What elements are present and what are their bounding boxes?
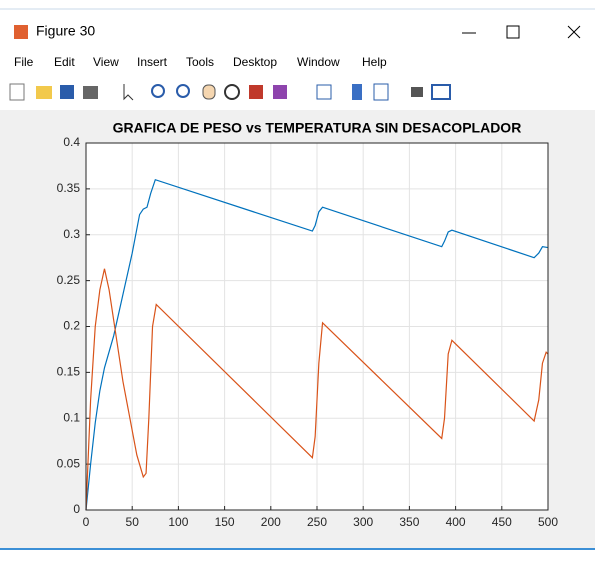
tool-colorbar[interactable] <box>352 84 362 100</box>
y-tick-label: 0.3 <box>63 227 80 241</box>
axes-box <box>85 142 549 511</box>
x-tick-label: 500 <box>538 515 558 529</box>
x-tick-label: 0 <box>83 515 90 529</box>
tool-zoom-in[interactable] <box>151 84 165 98</box>
menu-item[interactable]: Insert <box>137 55 168 69</box>
tool-legend[interactable] <box>373 83 389 101</box>
tool-print[interactable] <box>83 86 98 99</box>
window-title: Figure 30 <box>36 23 95 39</box>
menu-item[interactable]: View <box>93 55 119 69</box>
y-tick-label: 0.35 <box>57 181 81 195</box>
chart-title: GRAFICA DE PESO vs TEMPERATURA SIN DESAC… <box>113 120 522 136</box>
y-tick-label: 0 <box>73 502 80 516</box>
data-line <box>85 178 549 511</box>
tool-hide[interactable] <box>411 87 423 97</box>
menu-item[interactable]: Window <box>297 55 340 69</box>
tool-datatip[interactable] <box>249 85 263 99</box>
x-tick-label: 200 <box>261 515 281 529</box>
tool-new[interactable] <box>9 83 25 101</box>
tool-zoom-out[interactable] <box>176 84 190 98</box>
data-line <box>85 268 549 511</box>
tool-save[interactable] <box>60 85 74 99</box>
y-tick-label: 0.2 <box>63 319 80 333</box>
x-tick-label: 250 <box>307 515 327 529</box>
x-tick-label: 50 <box>126 515 140 529</box>
y-tick-label: 0.15 <box>57 365 81 379</box>
x-tick-label: 100 <box>168 515 188 529</box>
y-tick-label: 0.1 <box>63 410 80 424</box>
menu-item[interactable]: Desktop <box>233 55 277 69</box>
x-tick-label: 300 <box>353 515 373 529</box>
y-tick-label: 0.4 <box>63 135 80 149</box>
tool-open[interactable] <box>36 86 52 99</box>
tool-rotate[interactable] <box>224 84 240 100</box>
tool-link[interactable] <box>316 84 332 100</box>
toolbar <box>9 83 451 101</box>
y-tick-label: 0.05 <box>57 456 81 470</box>
x-tick-label: 350 <box>399 515 419 529</box>
menu-item[interactable]: Help <box>362 55 387 69</box>
tool-brush[interactable] <box>273 85 287 99</box>
maximize-button[interactable] <box>506 25 520 39</box>
tool-pointer[interactable] <box>123 84 134 101</box>
tool-pan[interactable] <box>202 84 216 100</box>
close-button[interactable] <box>567 25 581 39</box>
menu-item[interactable]: Tools <box>186 55 214 69</box>
menu-item[interactable]: File <box>14 55 34 69</box>
menu-item[interactable]: Edit <box>54 55 75 69</box>
x-tick-label: 400 <box>446 515 466 529</box>
app-icon <box>14 25 28 39</box>
x-tick-label: 150 <box>215 515 235 529</box>
y-tick-label: 0.25 <box>57 273 81 287</box>
x-tick-label: 450 <box>492 515 512 529</box>
tool-show[interactable] <box>431 84 451 100</box>
